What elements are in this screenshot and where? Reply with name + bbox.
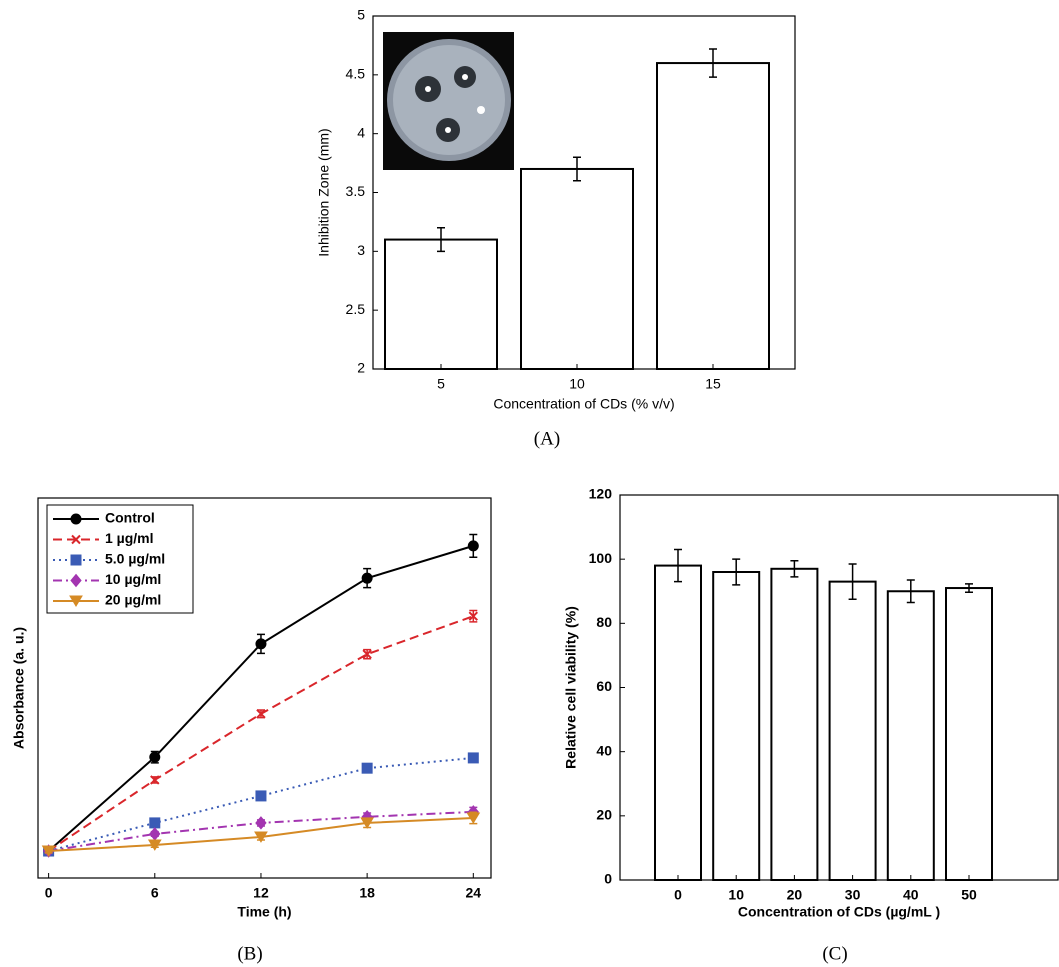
error-bar xyxy=(848,563,857,601)
marker xyxy=(256,709,266,719)
error-bar xyxy=(709,48,717,78)
panel-label: (C) xyxy=(822,943,847,964)
error-bar xyxy=(790,560,799,578)
y-tick-label: 20 xyxy=(596,807,612,823)
marker xyxy=(360,817,375,829)
legend-label: Control xyxy=(105,510,155,526)
x-tick-label: 15 xyxy=(705,376,721,392)
y-tick-label: 4.5 xyxy=(346,66,366,82)
y-tick-label: 120 xyxy=(589,486,613,502)
y-axis-title: Absorbance (a. u.) xyxy=(11,627,27,749)
y-tick-label: 3.5 xyxy=(346,183,366,199)
bar xyxy=(520,167,634,370)
x-tick-label: 6 xyxy=(151,885,159,901)
error-bar xyxy=(437,227,445,253)
error-bar xyxy=(906,579,915,604)
legend-label: 1 µg/ml xyxy=(105,530,154,546)
y-tick-label: 80 xyxy=(596,614,612,630)
x-tick-label: 5 xyxy=(437,376,445,392)
marker xyxy=(361,762,373,774)
marker xyxy=(254,831,268,843)
y-axis-title: Relative cell viability (%) xyxy=(563,606,579,769)
marker xyxy=(71,534,81,545)
bar xyxy=(828,580,877,881)
marker xyxy=(69,595,83,607)
x-tick-label: 10 xyxy=(569,376,585,392)
error-bar xyxy=(573,156,581,182)
panel-label: (A) xyxy=(534,428,560,449)
marker xyxy=(70,554,82,566)
bar xyxy=(770,567,819,882)
x-tick-label: 0 xyxy=(45,885,53,901)
marker xyxy=(255,638,267,650)
x-tick-label: 18 xyxy=(359,885,375,901)
marker xyxy=(149,751,161,763)
panel-label: (B) xyxy=(237,943,262,964)
legend-label: 20 µg/ml xyxy=(105,592,161,608)
legend-label: 5.0 µg/ml xyxy=(105,551,165,567)
y-tick-label: 4 xyxy=(357,124,365,140)
marker xyxy=(361,572,373,584)
y-tick-label: 2 xyxy=(357,360,365,376)
marker xyxy=(467,752,479,764)
bar xyxy=(945,587,993,882)
x-tick-label: 24 xyxy=(466,885,482,901)
marker xyxy=(255,790,267,802)
error-bar xyxy=(674,548,682,583)
y-tick-label: 0 xyxy=(604,871,612,887)
legend-label: 10 µg/ml xyxy=(105,571,161,587)
series-line xyxy=(48,756,474,852)
marker xyxy=(468,611,479,621)
marker xyxy=(70,573,82,588)
axes-frame xyxy=(619,494,1059,881)
error-bar xyxy=(965,583,973,593)
marker xyxy=(41,845,56,857)
x-axis-title: Time (h) xyxy=(237,904,291,920)
x-tick-label: 30 xyxy=(845,887,861,903)
inset-photo xyxy=(383,32,514,170)
marker xyxy=(147,839,162,851)
y-tick-label: 5 xyxy=(357,7,365,23)
y-tick-label: 100 xyxy=(589,550,613,566)
marker xyxy=(70,513,82,525)
bar xyxy=(886,590,935,881)
y-tick-label: 2.5 xyxy=(346,301,366,317)
x-tick-label: 20 xyxy=(787,887,803,903)
x-tick-label: 40 xyxy=(903,887,919,903)
bar xyxy=(384,238,498,370)
marker xyxy=(466,812,481,824)
marker xyxy=(149,827,161,841)
error-bar xyxy=(732,558,741,586)
marker xyxy=(150,775,160,785)
bar xyxy=(712,571,761,881)
marker xyxy=(467,540,479,552)
x-axis-title: Concentration of CDs (µg/mL ) xyxy=(738,904,940,920)
bar xyxy=(656,62,770,370)
marker xyxy=(255,816,267,830)
y-axis-title: Inhibition Zone (mm) xyxy=(316,128,332,256)
x-tick-label: 50 xyxy=(961,887,977,903)
bar xyxy=(654,564,702,881)
marker xyxy=(362,649,372,659)
y-tick-label: 60 xyxy=(596,678,612,694)
x-axis-title: Concentration of CDs (% v/v) xyxy=(493,396,674,412)
y-tick-label: 3 xyxy=(357,242,365,258)
x-tick-label: 12 xyxy=(253,885,269,901)
x-tick-label: 10 xyxy=(728,887,744,903)
y-tick-label: 40 xyxy=(596,742,612,758)
axes-frame xyxy=(372,15,796,370)
marker xyxy=(149,817,161,829)
x-tick-label: 0 xyxy=(674,887,682,903)
axes-frame xyxy=(37,497,492,879)
